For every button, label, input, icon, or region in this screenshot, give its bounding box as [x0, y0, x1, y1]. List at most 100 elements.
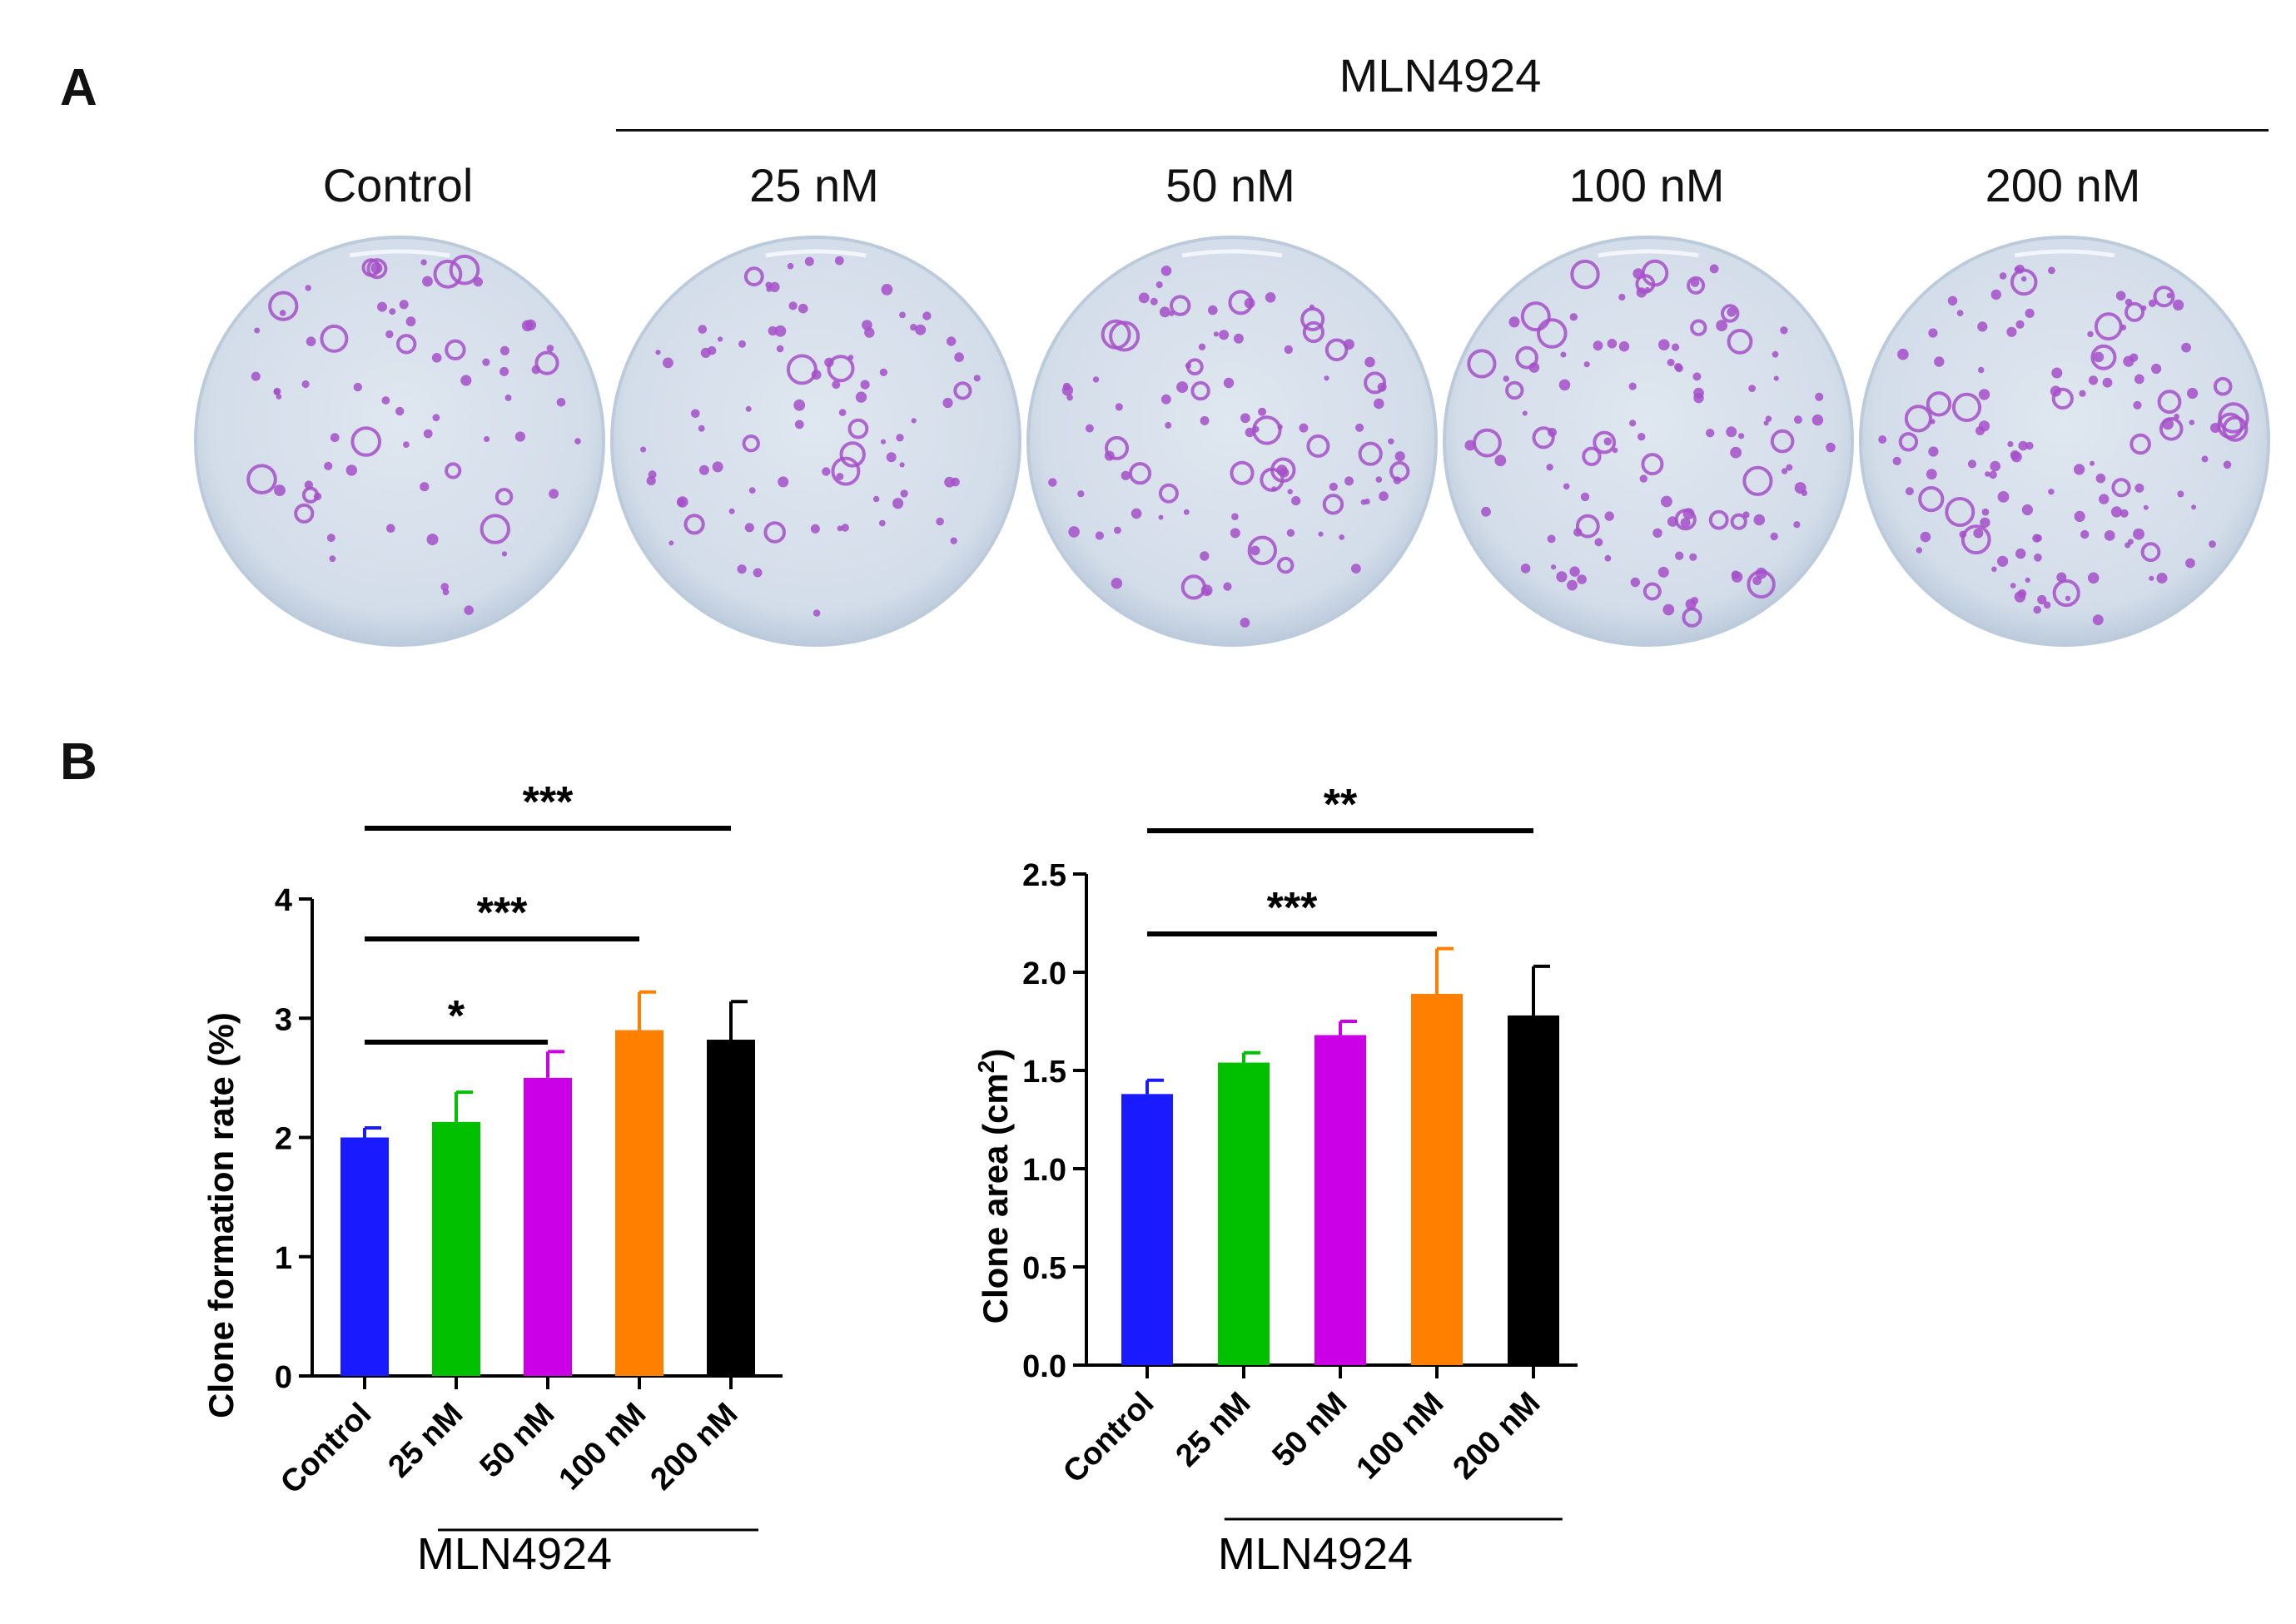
colony — [1231, 513, 1239, 520]
plate-glare — [349, 249, 450, 258]
colony — [2110, 506, 2123, 518]
colony — [944, 476, 955, 488]
x-tick-label: 200 nM — [1447, 1386, 1548, 1487]
colony — [922, 311, 932, 320]
colony — [1905, 487, 1914, 496]
x-tick-label: 25 nM — [1170, 1386, 1258, 1474]
condition-label-200nm: 200 nM — [1985, 159, 2141, 211]
colony — [1208, 305, 1218, 315]
colony — [2133, 528, 2144, 540]
colony — [2051, 367, 2063, 379]
colony — [1160, 266, 1172, 276]
colony — [728, 508, 735, 514]
colony — [345, 464, 357, 476]
colony — [1375, 476, 1383, 483]
colony — [1978, 389, 1990, 400]
colony — [1339, 534, 1345, 540]
colony — [2065, 595, 2071, 601]
colony — [1159, 306, 1170, 318]
colony — [1276, 464, 1288, 476]
colony — [1780, 326, 1788, 335]
colony — [878, 519, 886, 527]
colony — [482, 358, 490, 366]
colony — [2153, 286, 2175, 308]
colony — [1223, 582, 1232, 591]
colony — [911, 418, 917, 424]
colony — [2043, 601, 2051, 609]
colony — [1111, 578, 1123, 589]
y-tick-label: 2.0 — [1022, 956, 1066, 991]
colony — [860, 380, 870, 390]
colony — [1680, 518, 1691, 528]
colony — [640, 446, 647, 453]
colony — [1219, 330, 1230, 340]
colony — [2218, 402, 2249, 434]
colony — [1801, 489, 1807, 496]
colony — [1815, 392, 1824, 401]
colony — [1593, 340, 1603, 351]
colony — [2010, 450, 2020, 460]
bar-200nm — [1508, 1015, 1559, 1365]
colony — [2080, 529, 2090, 539]
colony — [1770, 429, 1795, 454]
bar-control — [1121, 1094, 1173, 1365]
colony — [1190, 380, 1210, 401]
colony — [763, 521, 787, 544]
colony — [2007, 440, 2014, 448]
y-tick-label: 2 — [275, 1122, 292, 1157]
bar-100nm — [615, 1030, 663, 1376]
plate-1 — [194, 236, 605, 647]
colony — [2087, 572, 2100, 584]
colony — [677, 496, 688, 508]
colony — [1183, 509, 1190, 515]
colony — [1920, 531, 1931, 543]
colony — [2090, 344, 2117, 370]
colony — [2094, 312, 2123, 341]
colony — [1551, 564, 1557, 570]
colony — [1980, 517, 1990, 528]
colony — [1961, 524, 1991, 555]
colony — [947, 336, 957, 346]
colony — [320, 324, 349, 353]
colony — [1233, 333, 1244, 344]
colony — [1374, 398, 1384, 410]
x-tick-label: Control — [1056, 1386, 1160, 1490]
colony — [1786, 464, 1793, 471]
colony — [1180, 574, 1206, 600]
colony — [2088, 375, 2099, 385]
colony — [2056, 572, 2067, 583]
colony — [879, 368, 888, 376]
colony — [1464, 440, 1476, 451]
colony — [765, 281, 773, 289]
colony — [2125, 298, 2133, 306]
colony — [936, 517, 944, 526]
colony — [1131, 508, 1142, 519]
colony — [1270, 457, 1296, 483]
colony — [1604, 554, 1612, 562]
bar-50nm — [524, 1077, 572, 1376]
chart2-ylabel: Clone area (cm2) — [973, 1049, 1015, 1324]
colony — [1641, 453, 1664, 476]
colony — [1302, 320, 1325, 344]
colony — [743, 266, 764, 287]
colony — [2111, 478, 2131, 498]
colony — [531, 365, 541, 375]
colony — [1999, 272, 2007, 280]
colony — [1481, 506, 1491, 517]
colony — [2134, 483, 2144, 493]
colony — [329, 555, 336, 563]
clone-area-chart: Clone area (cm2) MLN4924 0.0 0.5 1.0 1.5 2.0… — [973, 781, 1578, 1579]
colony — [2074, 464, 2085, 475]
colony — [1494, 454, 1507, 467]
colony — [1286, 529, 1295, 537]
colony — [2201, 455, 2209, 463]
colony — [1956, 310, 1964, 316]
colony — [301, 486, 320, 504]
colony — [2079, 390, 2086, 397]
colony — [1569, 313, 1578, 321]
colony — [2033, 605, 2041, 614]
colony — [2048, 489, 2055, 495]
y-tick-label: 1 — [275, 1241, 292, 1276]
colony — [534, 350, 559, 375]
colony — [350, 426, 382, 457]
